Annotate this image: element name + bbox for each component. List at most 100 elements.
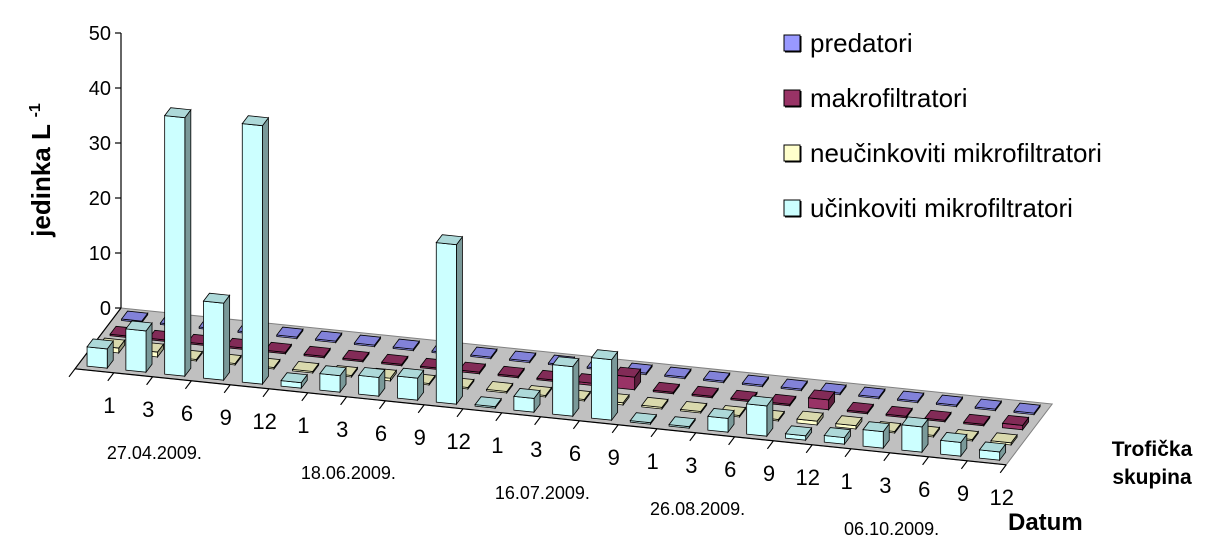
legend-item: makrofiltratori: [783, 83, 967, 113]
date-group-label: 26.08.2009.: [650, 499, 745, 519]
bar-top: [319, 365, 347, 377]
bar-top: [935, 394, 964, 406]
bar-top: [508, 350, 537, 362]
bar-front: [241, 123, 263, 385]
bar: [435, 234, 464, 406]
x-tick-label: 6: [181, 401, 193, 426]
bar-top: [314, 330, 343, 342]
bar-top: [641, 396, 669, 408]
bar: [835, 415, 863, 431]
x-tick-label: 1: [103, 393, 115, 418]
bar-top: [858, 386, 886, 398]
bar-top: [474, 396, 502, 408]
bar-top: [125, 320, 153, 332]
bar-front: [435, 242, 457, 405]
bar: [974, 398, 1003, 412]
bar-top: [846, 401, 875, 413]
x-tick-label: 1: [297, 413, 309, 438]
bar-front: [746, 403, 768, 437]
bar-top: [896, 390, 925, 402]
bar-top: [303, 345, 331, 357]
y-tick-label: 0: [100, 298, 111, 320]
bar: [691, 385, 719, 399]
chart-titles: jedinka L -1 Trofička skupina Datum: [26, 103, 1193, 536]
bar-front: [203, 300, 225, 381]
x-tick-labels: 1 3 6 9 12 1 3 6 9 12 1 3 6 9 1 3 6 9 12 1 3 6 9 12 27.04.2009. 1…: [103, 393, 1014, 539]
x-tick-label: 1: [646, 449, 658, 474]
bar: [823, 427, 852, 446]
bar-side: [456, 235, 463, 406]
x-axis-title: Datum: [1008, 509, 1083, 536]
bar-top: [730, 389, 758, 401]
bar-front: [319, 373, 341, 393]
bar: [357, 367, 386, 398]
x-tick: [689, 432, 697, 442]
x-tick-label: 9: [220, 405, 232, 430]
bar: [303, 345, 331, 359]
bar-top: [202, 292, 231, 304]
chart-bars: [86, 107, 1041, 462]
bar: [796, 410, 824, 427]
bar: [264, 341, 293, 355]
bar-top: [264, 341, 293, 353]
bar-front: [591, 357, 613, 421]
bar-top: [357, 367, 386, 378]
legend-label: neučinkoviti mikrofiltratori: [810, 138, 1102, 168]
bar: [745, 395, 774, 438]
bar-top: [768, 393, 797, 405]
bar-front: [862, 429, 884, 449]
x-tick: [728, 436, 736, 446]
bar-top: [241, 115, 270, 127]
x-tick: [999, 464, 1007, 474]
bar-top: [497, 365, 525, 377]
x-tick: [766, 440, 774, 450]
bar: [629, 412, 658, 426]
bar-top: [901, 416, 929, 428]
y-axis-title: jedinka L -1: [26, 103, 56, 238]
y-tick-label: 50: [89, 23, 111, 45]
bar-front: [707, 415, 729, 433]
bar: [664, 366, 692, 380]
bar-top: [470, 346, 498, 358]
bar-top: [276, 326, 304, 338]
bar-front: [552, 364, 574, 417]
bar-top: [745, 395, 774, 407]
x-tick: [68, 368, 76, 378]
x-tick-label: 1: [840, 469, 852, 494]
bar: [780, 378, 809, 392]
bar: [342, 349, 370, 363]
bar: [668, 416, 696, 430]
bar: [86, 338, 114, 370]
x-tick: [417, 404, 425, 414]
bar-top: [163, 107, 192, 119]
bar: [319, 365, 347, 394]
depth-axis-title: skupina: [1112, 466, 1192, 489]
bar-front: [940, 439, 962, 457]
bar-top: [342, 349, 370, 361]
bar-top: [551, 356, 580, 368]
bar: [935, 394, 964, 408]
x-tick-label: 3: [142, 397, 154, 422]
bar: [702, 370, 731, 384]
bar-top: [679, 401, 708, 412]
bar: [641, 396, 669, 411]
bar: [291, 361, 320, 375]
bar-top: [291, 361, 320, 372]
bar-side: [611, 350, 619, 422]
bar-top: [835, 415, 863, 427]
bar-top: [1013, 402, 1041, 414]
bar: [241, 115, 270, 386]
bar: [1001, 414, 1030, 431]
bar: [590, 349, 619, 422]
legend-item: predatori: [783, 28, 913, 58]
date-group-label: 18.06.2009.: [301, 463, 396, 483]
bar: [846, 401, 875, 415]
bar-top: [691, 385, 719, 397]
date-group-label: 16.07.2009.: [495, 483, 590, 503]
bar-top: [990, 432, 1018, 444]
legend-label: makrofiltratori: [810, 83, 967, 113]
x-tick-label: 9: [957, 481, 969, 506]
x-tick: [107, 372, 115, 382]
bar-front: [358, 374, 380, 397]
depth-axis-line: [74, 307, 122, 370]
